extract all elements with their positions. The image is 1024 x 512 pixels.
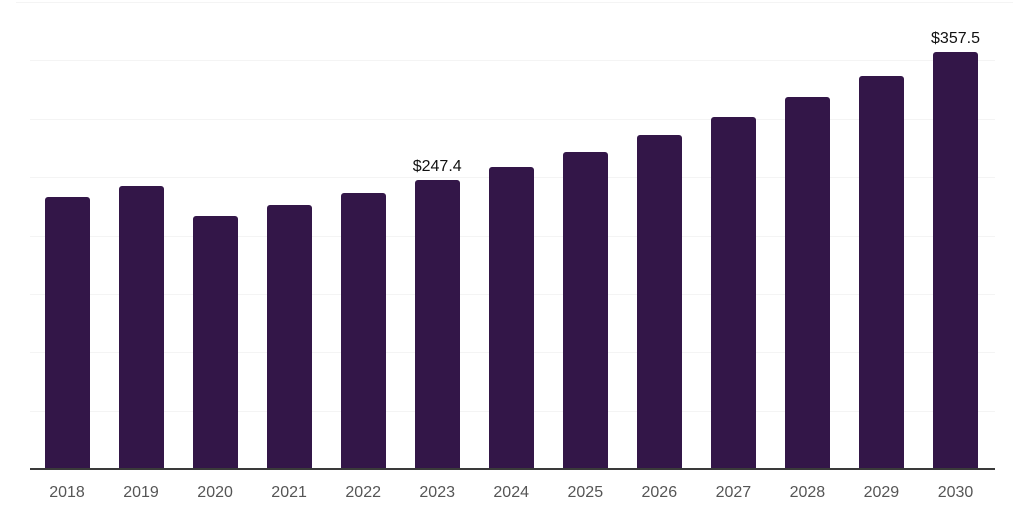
- x-tick-2021: 2021: [271, 484, 307, 501]
- x-tick-2025: 2025: [567, 484, 604, 501]
- gridline-y400: [16, 2, 1013, 3]
- x-tick-2027: 2027: [715, 484, 752, 501]
- x-axis-line: [30, 468, 995, 470]
- bar-2027: [710, 117, 756, 469]
- bar-2025: [562, 151, 608, 469]
- value-label-2023: $247.4: [412, 158, 462, 176]
- x-tick-2018: 2018: [49, 484, 85, 501]
- bar-2030: [933, 51, 978, 469]
- x-tick-2024: 2024: [493, 484, 529, 501]
- bar-2018: [44, 197, 90, 469]
- x-tick-2022: 2022: [345, 484, 381, 501]
- x-tick-2026: 2026: [641, 484, 678, 501]
- bar-2021: [266, 204, 312, 469]
- x-tick-2028: 2028: [789, 484, 826, 501]
- bar-2028: [784, 96, 830, 469]
- bar-2023: [414, 180, 460, 469]
- bar-2020: [192, 215, 238, 469]
- x-tick-2023: 2023: [419, 484, 455, 501]
- gridline-y300: [30, 119, 995, 120]
- x-tick-2019: 2019: [123, 484, 159, 501]
- bar-2019: [118, 185, 164, 469]
- x-tick-2029: 2029: [863, 484, 900, 501]
- bar-2024: [488, 167, 534, 469]
- bar-2022: [340, 192, 386, 469]
- bar-2026: [636, 135, 682, 469]
- x-tick-2030: 2030: [937, 484, 974, 501]
- gridline-y350: [30, 60, 995, 61]
- x-tick-2020: 2020: [197, 484, 233, 501]
- value-label-2030: $357.5: [931, 29, 980, 47]
- bar-2029: [858, 75, 904, 469]
